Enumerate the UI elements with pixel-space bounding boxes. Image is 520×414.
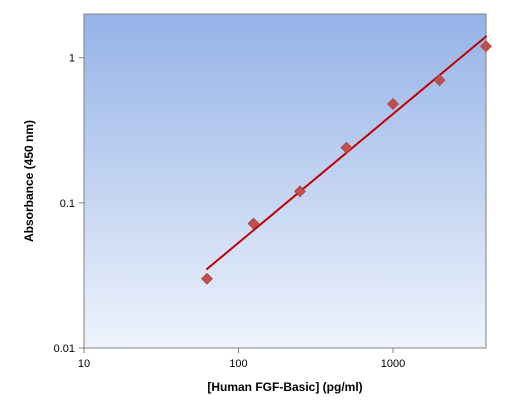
data-points-layer: [201, 40, 492, 285]
y-tick-label: 0.1: [60, 198, 75, 210]
y-axis-ticks: 0.01 0.1 1: [54, 53, 84, 355]
y-tick-label: 0.01: [54, 343, 75, 355]
y-tick-label: 1: [69, 53, 75, 65]
x-axis-ticks: 10 100 1000: [78, 348, 405, 370]
data-point: [294, 185, 306, 198]
data-point: [201, 272, 213, 285]
y-axis-title: Absorbance (450 nm): [22, 120, 36, 242]
data-point: [480, 40, 492, 53]
data-point: [340, 141, 353, 154]
x-tick-label: 10: [78, 358, 90, 370]
plot-area: [83, 13, 487, 349]
x-axis-title: [Human FGF-Basic] (pg/ml): [207, 380, 362, 394]
x-tick-label: 1000: [381, 358, 405, 370]
data-point: [387, 98, 399, 110]
data-point: [433, 74, 446, 87]
x-tick-label: 100: [229, 358, 247, 370]
data-point: [247, 217, 260, 230]
